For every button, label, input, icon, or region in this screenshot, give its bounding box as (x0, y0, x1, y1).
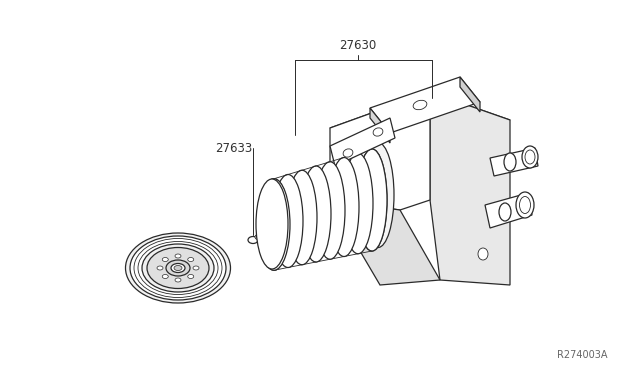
Ellipse shape (329, 157, 359, 257)
Ellipse shape (520, 196, 531, 214)
Ellipse shape (287, 170, 317, 265)
Ellipse shape (175, 278, 181, 282)
Ellipse shape (357, 149, 387, 251)
Ellipse shape (478, 248, 488, 260)
Ellipse shape (188, 275, 194, 279)
Text: 27630: 27630 (339, 39, 376, 52)
Ellipse shape (343, 149, 353, 157)
Text: R274003A: R274003A (557, 350, 608, 360)
Ellipse shape (413, 100, 427, 110)
Ellipse shape (256, 179, 288, 269)
Ellipse shape (171, 263, 185, 273)
Ellipse shape (343, 153, 373, 254)
Ellipse shape (175, 254, 181, 258)
Ellipse shape (516, 192, 534, 218)
Ellipse shape (142, 244, 214, 292)
Ellipse shape (174, 266, 182, 270)
Ellipse shape (147, 247, 209, 289)
Text: 27633: 27633 (215, 141, 252, 154)
Ellipse shape (258, 179, 290, 270)
Polygon shape (370, 108, 390, 143)
Polygon shape (330, 118, 395, 166)
Ellipse shape (193, 266, 199, 270)
Ellipse shape (259, 179, 289, 270)
Ellipse shape (357, 149, 387, 251)
Ellipse shape (362, 142, 394, 247)
Ellipse shape (273, 174, 303, 267)
Ellipse shape (315, 162, 345, 259)
Ellipse shape (134, 238, 222, 298)
Ellipse shape (130, 236, 226, 300)
Polygon shape (430, 92, 510, 285)
Ellipse shape (248, 237, 258, 244)
Ellipse shape (188, 257, 194, 262)
Ellipse shape (157, 266, 163, 270)
Ellipse shape (525, 150, 535, 164)
Polygon shape (370, 77, 480, 133)
Ellipse shape (522, 146, 538, 168)
Ellipse shape (373, 128, 383, 136)
Ellipse shape (301, 166, 331, 262)
Polygon shape (330, 200, 440, 285)
Polygon shape (330, 92, 430, 210)
Ellipse shape (300, 176, 310, 190)
Polygon shape (330, 92, 510, 155)
Ellipse shape (255, 234, 261, 240)
Ellipse shape (166, 260, 190, 276)
Polygon shape (460, 77, 480, 112)
Ellipse shape (163, 257, 168, 262)
Ellipse shape (163, 275, 168, 279)
Ellipse shape (504, 153, 516, 171)
Polygon shape (490, 148, 538, 176)
Ellipse shape (138, 241, 218, 295)
Polygon shape (485, 193, 532, 228)
Ellipse shape (125, 233, 230, 303)
Ellipse shape (499, 203, 511, 221)
